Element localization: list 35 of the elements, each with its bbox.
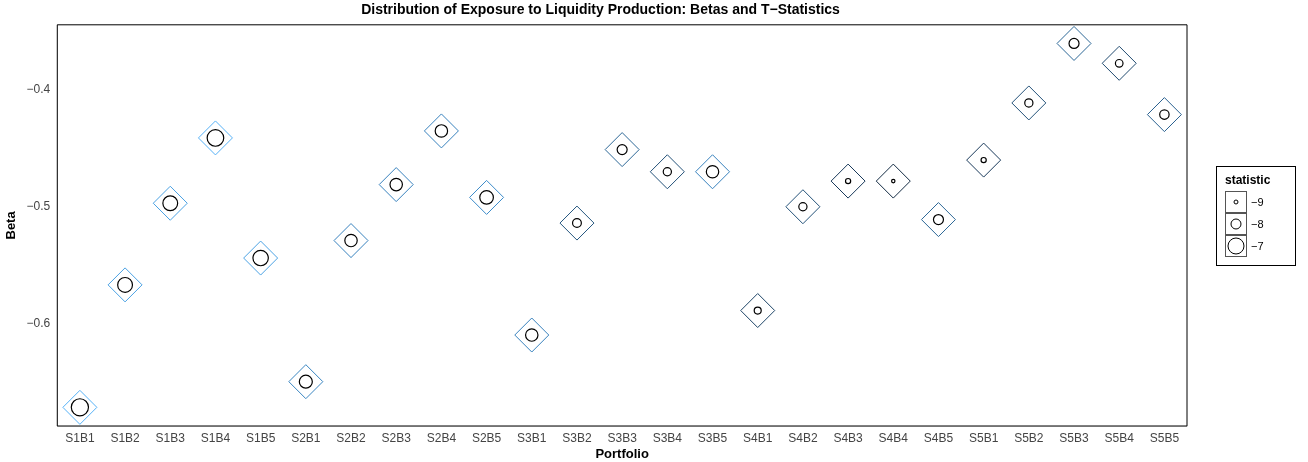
- x-tick-label: S4B5: [923, 430, 954, 445]
- legend-label: −7: [1251, 240, 1264, 252]
- x-tick-label: S2B1: [291, 430, 321, 445]
- x-tick-label: S2B5: [471, 430, 502, 445]
- x-axis-title: Portfolio: [595, 445, 649, 461]
- chart-title: Distribution of Exposure to Liquidity Production: Betas and T−Statistics: [361, 1, 841, 18]
- x-tick-label: S1B4: [200, 430, 231, 445]
- y-axis-title: Beta: [3, 210, 19, 240]
- y-tick-label: −0.6: [26, 315, 51, 330]
- x-tick-label: S5B3: [1059, 430, 1090, 445]
- y-tick-label: −0.5: [26, 199, 51, 214]
- x-tick-label: S2B4: [426, 430, 457, 445]
- x-tick-label: S4B1: [743, 430, 773, 445]
- x-tick-label: S4B2: [788, 430, 818, 445]
- x-tick-label: S4B4: [878, 430, 909, 445]
- legend-label: −9: [1251, 196, 1264, 208]
- x-tick-label: S3B5: [697, 430, 728, 445]
- x-tick-label: S3B2: [562, 430, 592, 445]
- x-tick-label: S5B4: [1104, 430, 1135, 445]
- x-tick-label: S3B1: [517, 430, 547, 445]
- x-tick-label: S5B2: [1014, 430, 1044, 445]
- x-tick-label: S5B1: [968, 430, 999, 445]
- x-tick-label: S2B2: [336, 430, 367, 445]
- legend-label: −8: [1251, 218, 1264, 230]
- x-tick-label: S3B3: [607, 430, 638, 445]
- x-tick-label: S1B3: [155, 430, 186, 445]
- x-tick-label: S4B3: [833, 430, 864, 445]
- x-tick-label: S1B2: [110, 430, 141, 445]
- y-tick-label: −0.4: [26, 82, 51, 97]
- x-tick-label: S1B5: [245, 430, 276, 445]
- x-tick-label: S5B5: [1149, 430, 1180, 445]
- x-tick-label: S1B1: [65, 430, 95, 445]
- x-tick-label: S2B3: [381, 430, 412, 445]
- legend-title: statistic: [1225, 173, 1272, 187]
- x-tick-label: S3B4: [652, 430, 683, 445]
